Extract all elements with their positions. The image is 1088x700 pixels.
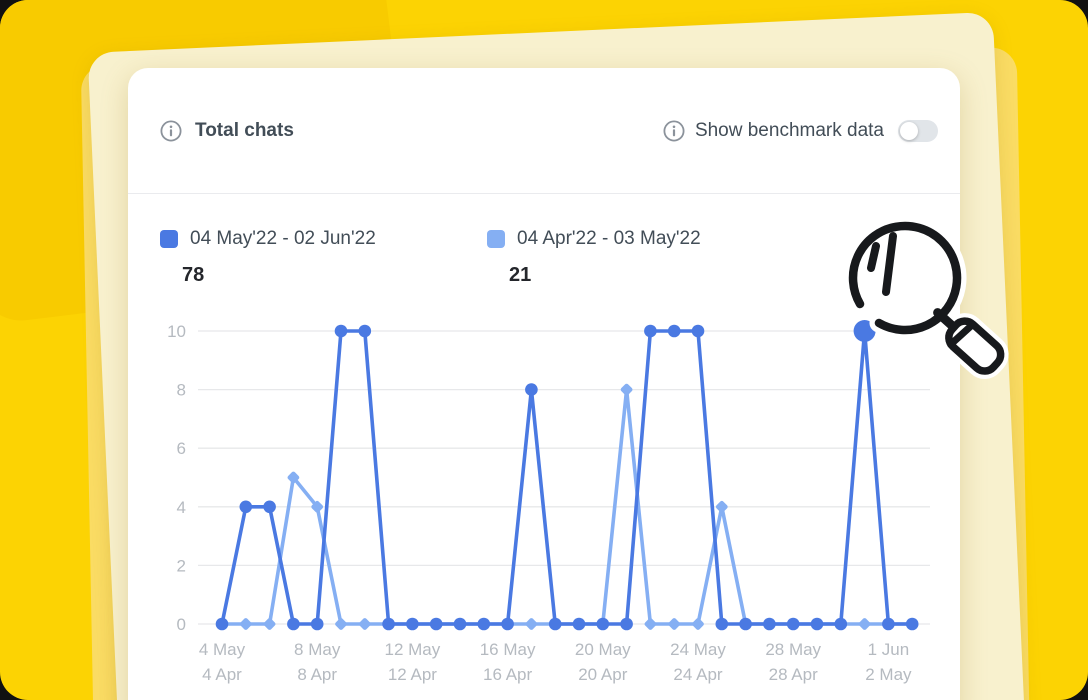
svg-text:16 May: 16 May xyxy=(480,640,536,659)
card-header: Total chats Show benchmark data xyxy=(128,68,960,193)
benchmark-info-icon[interactable] xyxy=(663,119,685,142)
header-divider xyxy=(128,193,960,194)
legend-total-previous: 21 xyxy=(509,264,532,286)
svg-text:24 Apr: 24 Apr xyxy=(673,665,722,684)
legend-swatch-current xyxy=(160,230,178,248)
info-icon[interactable] xyxy=(160,119,182,142)
title-block: Total chats xyxy=(160,120,294,142)
page-title: Total chats xyxy=(195,119,294,141)
svg-text:20 May: 20 May xyxy=(575,640,631,659)
legend-total-current: 78 xyxy=(182,264,205,286)
svg-text:2: 2 xyxy=(177,556,186,575)
svg-text:1 Jun: 1 Jun xyxy=(868,640,910,659)
svg-text:28 Apr: 28 Apr xyxy=(769,665,818,684)
legend-item-current-period[interactable]: 04 May'22 - 02 Jun'22 78 xyxy=(160,228,376,287)
svg-text:4: 4 xyxy=(177,498,186,517)
svg-text:6: 6 xyxy=(177,439,186,458)
chart-card: Total chats Show benchmark data 04 Ma xyxy=(128,68,960,700)
benchmark-block: Show benchmark data xyxy=(663,119,938,142)
chart-svg: 0 2 4 6 8 10 4 May 4 Apr 8 May 8 Apr 12 May 12 Apr 1… xyxy=(167,320,930,684)
svg-text:8 May: 8 May xyxy=(294,640,341,659)
svg-text:20 Apr: 20 Apr xyxy=(578,665,627,684)
svg-text:8: 8 xyxy=(177,381,186,400)
svg-text:0: 0 xyxy=(177,615,186,634)
svg-text:10: 10 xyxy=(167,322,186,341)
toggle-knob xyxy=(900,121,918,140)
svg-text:4 Apr: 4 Apr xyxy=(202,665,242,684)
svg-text:2 May: 2 May xyxy=(865,665,912,684)
svg-text:24 May: 24 May xyxy=(670,640,726,659)
svg-text:16 Apr: 16 Apr xyxy=(483,665,532,684)
svg-text:4 May: 4 May xyxy=(199,640,246,659)
benchmark-toggle-label: Show benchmark data xyxy=(694,119,884,141)
benchmark-toggle[interactable] xyxy=(898,119,938,142)
legend-label-previous: 04 Apr'22 - 03 May'22 xyxy=(517,228,701,249)
legend-label-current: 04 May'22 - 02 Jun'22 xyxy=(190,228,376,249)
legend-item-previous-period[interactable]: 04 Apr'22 - 03 May'22 21 xyxy=(487,228,701,287)
svg-text:28 May: 28 May xyxy=(765,640,821,659)
svg-text:12 Apr: 12 Apr xyxy=(388,665,437,684)
legend-swatch-previous xyxy=(487,230,505,248)
svg-text:8 Apr: 8 Apr xyxy=(297,665,337,684)
svg-text:12 May: 12 May xyxy=(385,640,441,659)
